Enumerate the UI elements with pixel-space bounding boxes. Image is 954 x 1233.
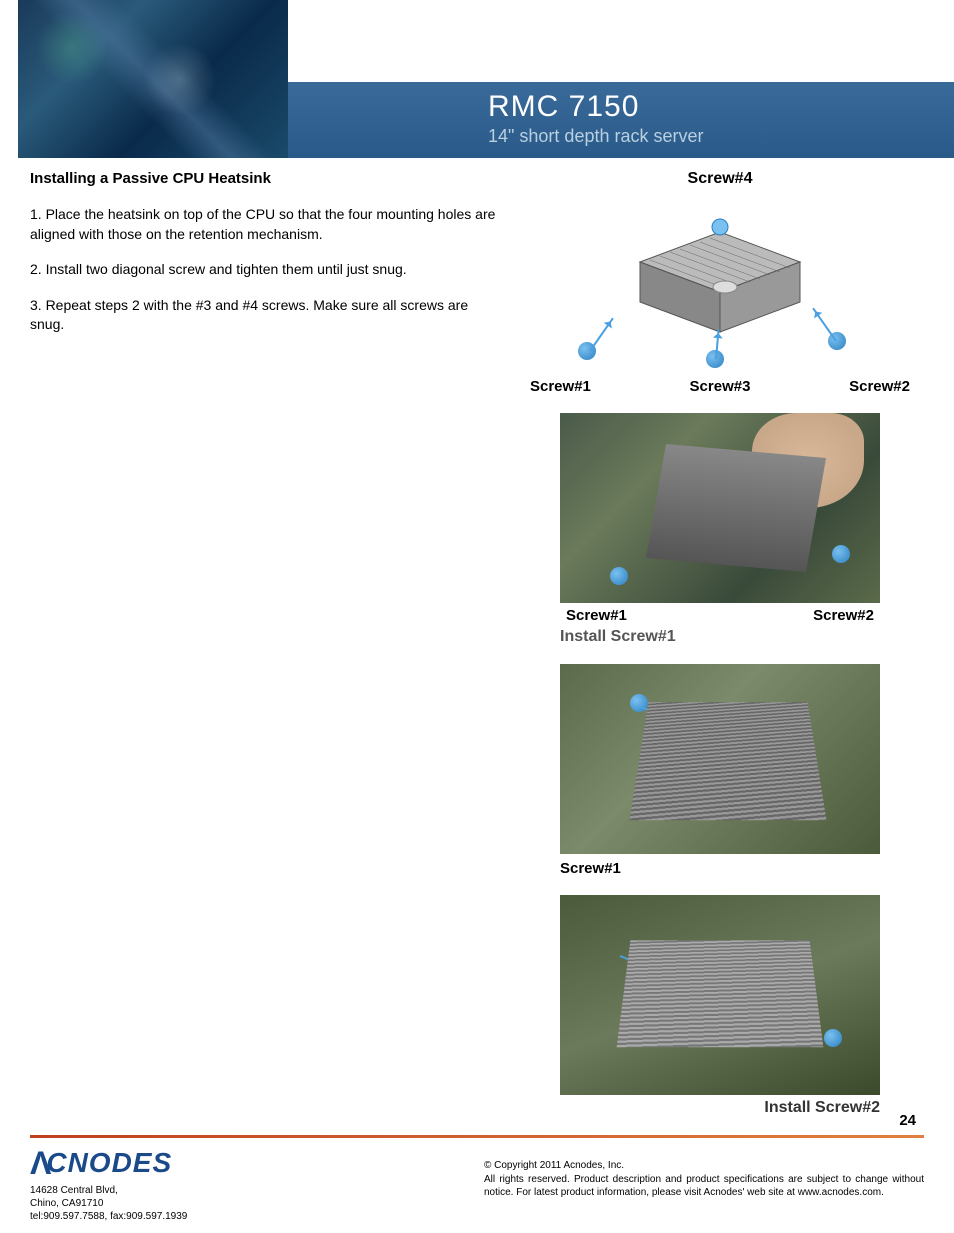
header-photo	[18, 0, 288, 158]
photo1-right-label: Screw#2	[813, 607, 874, 624]
instructions-column: Installing a Passive CPU Heatsink 1. Pla…	[30, 170, 500, 351]
photo1-labels: Screw#1 Screw#2	[560, 607, 880, 624]
photo1-dot2	[832, 545, 850, 563]
screw2-label: Screw#2	[849, 378, 910, 395]
footer-left: CNODES 14628 Central Blvd, Chino, CA9171…	[30, 1145, 370, 1215]
photo3-caption: Install Screw#2	[560, 1099, 880, 1117]
step-1: 1. Place the heatsink on top of the CPU …	[30, 205, 500, 244]
page-number: 24	[899, 1112, 916, 1129]
figures-column: Screw#4	[520, 170, 920, 1135]
photo1-left-label: Screw#1	[566, 607, 627, 624]
page-header: RMC 7150 14" short depth rack server	[0, 0, 954, 158]
product-title: RMC 7150	[488, 90, 954, 124]
header-banner: RMC 7150 14" short depth rack server	[288, 82, 954, 158]
address-line-3: tel:909.597.7588, fax:909.597.1939	[30, 1210, 370, 1223]
photo3-arrow	[620, 955, 806, 1032]
screw4-label: Screw#4	[520, 170, 920, 188]
photo3-figure: Install Screw#2	[520, 895, 920, 1117]
screw3-label: Screw#3	[690, 378, 751, 395]
diagram-bottom-labels: Screw#1 Screw#3 Screw#2	[520, 378, 920, 395]
section-title: Installing a Passive CPU Heatsink	[30, 170, 500, 187]
photo1-figure: Screw#1 Screw#2 Install Screw#1	[520, 413, 920, 646]
page-footer: CNODES 14628 Central Blvd, Chino, CA9171…	[30, 1145, 924, 1215]
footer-right: © Copyright 2011 Acnodes, Inc. All right…	[484, 1145, 924, 1215]
footer-rule	[30, 1135, 924, 1138]
copyright-line: © Copyright 2011 Acnodes, Inc.	[484, 1159, 924, 1173]
photo2-arrow	[642, 706, 767, 773]
photo2-label: Screw#1	[560, 860, 880, 877]
heatsink-diagram-figure: Screw#4	[520, 170, 920, 395]
photo3-dot	[824, 1029, 842, 1047]
step-2: 2. Install two diagonal screw and tighte…	[30, 260, 500, 280]
heatsink-diagram	[560, 192, 880, 372]
product-subtitle: 14" short depth rack server	[488, 126, 954, 147]
company-logo: CNODES	[30, 1145, 370, 1182]
step-3: 3. Repeat steps 2 with the #3 and #4 scr…	[30, 296, 500, 335]
photo2	[560, 664, 880, 854]
photo1	[560, 413, 880, 603]
screw1-label: Screw#1	[530, 378, 591, 395]
photo3	[560, 895, 880, 1095]
address-line-2: Chino, CA91710	[30, 1197, 370, 1210]
photo1-caption: Install Screw#1	[560, 628, 880, 646]
legal-text: All rights reserved. Product description…	[484, 1173, 924, 1200]
address-line-1: 14628 Central Blvd,	[30, 1184, 370, 1197]
heatsink-svg	[610, 212, 830, 342]
photo1-dot1	[610, 567, 628, 585]
photo2-figure: Screw#1	[520, 664, 920, 877]
